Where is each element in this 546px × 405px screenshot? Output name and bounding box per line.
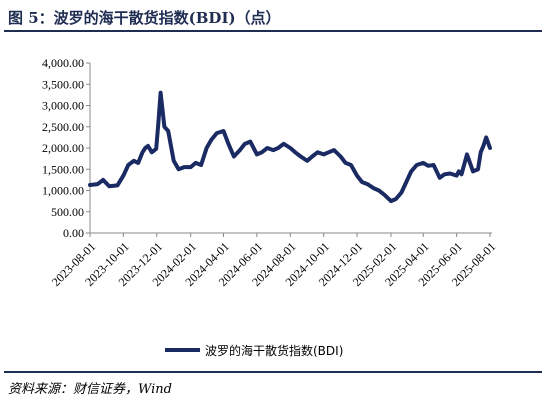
title-rule [4, 30, 542, 32]
y-tick-label: 3,000.00 [42, 99, 84, 113]
y-axis: 4,000.00 3,500.00 3,000.00 2,500.00 2,000.00… [42, 56, 91, 240]
y-tick-label: 3,500.00 [42, 77, 84, 91]
y-tick-label: 4,000.00 [42, 56, 84, 70]
legend: 波罗的海干散货指数(BDI) [165, 343, 343, 358]
source-note: 资料来源：财信证券，Wind [8, 382, 172, 397]
y-tick-label: 1,500.00 [42, 162, 84, 176]
legend-label: 波罗的海干散货指数(BDI) [205, 343, 343, 358]
bdi-line-chart: 4,000.00 3,500.00 3,000.00 2,500.00 2,000.00… [42, 56, 498, 358]
y-tick-label: 500.00 [51, 205, 84, 219]
y-tick-label: 2,500.00 [42, 120, 84, 134]
title-bar: 图 5：波罗的海干散货指数(BDI)（点） [4, 2, 542, 30]
figure-title: 图 5：波罗的海干散货指数(BDI)（点） [8, 9, 281, 27]
x-axis: 2023-08-012023-10-012023-12-012024-02-01… [49, 232, 498, 289]
y-tick-label: 1,000.00 [42, 184, 84, 198]
y-tick-label: 0.00 [63, 226, 84, 240]
y-tick-label: 2,000.00 [42, 141, 84, 155]
footer-rule [4, 371, 542, 373]
bdi-series-line [88, 90, 492, 204]
